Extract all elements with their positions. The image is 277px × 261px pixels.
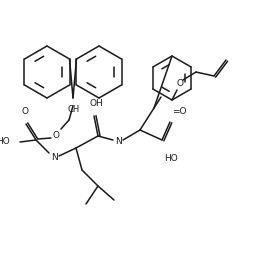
Text: =O: =O	[172, 107, 186, 116]
Text: O: O	[53, 132, 60, 140]
Text: N: N	[51, 153, 57, 163]
Text: N: N	[115, 138, 121, 146]
Text: HO: HO	[0, 138, 10, 146]
Text: HO: HO	[164, 154, 178, 163]
Text: OH: OH	[89, 99, 103, 108]
Text: O: O	[176, 80, 183, 88]
Text: O: O	[22, 107, 29, 116]
Text: CH: CH	[68, 105, 80, 114]
